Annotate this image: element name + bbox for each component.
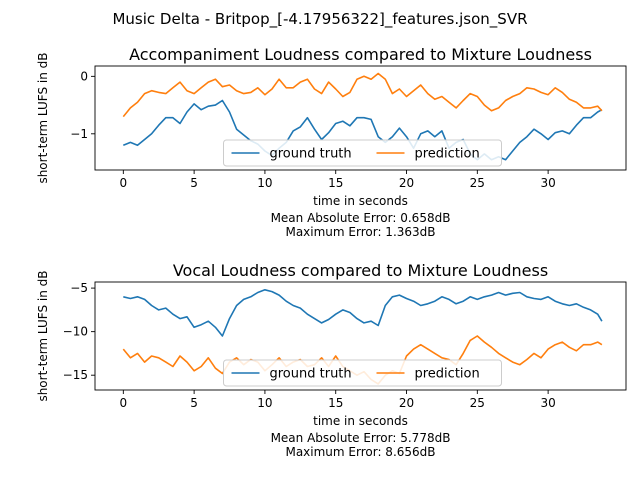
x-tick-label: 25 — [470, 396, 485, 410]
chart-title: Vocal Loudness compared to Mixture Loudn… — [173, 261, 548, 280]
x-tick-label: 5 — [190, 396, 198, 410]
y-tick-label: −15 — [63, 368, 88, 382]
y-tick-label: −5 — [70, 281, 88, 295]
legend-box — [223, 359, 502, 387]
x-tick-label: 25 — [470, 176, 485, 190]
series-line-prediction — [122, 72, 603, 118]
legend-label: prediction — [415, 367, 480, 382]
x-tick-label: 30 — [540, 396, 555, 410]
x-axis-label: time in seconds — [313, 194, 408, 208]
legend-label: ground truth — [270, 147, 352, 162]
x-tick-label: 15 — [328, 176, 343, 190]
x-tick-label: 15 — [328, 396, 343, 410]
legend-label: prediction — [415, 147, 480, 162]
error-metric: Maximum Error: 8.656dB — [285, 445, 435, 459]
accompaniment-panel: Accompaniment Loudness compared to Mixtu… — [36, 45, 627, 239]
legend-label: ground truth — [270, 367, 352, 382]
y-tick-label: −1 — [70, 127, 88, 141]
y-tick-label: 0 — [80, 69, 88, 83]
vocal-panel: Vocal Loudness compared to Mixture Loudn… — [36, 261, 627, 459]
x-tick-label: 20 — [399, 176, 414, 190]
y-axis-label: short-term LUFS in dB — [36, 270, 50, 401]
y-axis-label: short-term LUFS in dB — [36, 52, 50, 183]
x-tick-label: 0 — [119, 396, 127, 410]
error-metric: Mean Absolute Error: 0.658dB — [271, 211, 451, 225]
x-tick-label: 5 — [190, 176, 198, 190]
x-tick-label: 30 — [540, 176, 555, 190]
error-metric: Maximum Error: 1.363dB — [285, 225, 435, 239]
legend-box — [223, 139, 502, 167]
x-axis-label: time in seconds — [313, 414, 408, 428]
plot-frame — [94, 281, 627, 391]
figure-suptitle: Music Delta - Britpop_[-4.17956322]_feat… — [112, 10, 527, 29]
chart-title: Accompaniment Loudness compared to Mixtu… — [129, 45, 592, 64]
error-metric: Mean Absolute Error: 5.778dB — [271, 431, 451, 445]
x-tick-label: 20 — [399, 396, 414, 410]
x-tick-label: 10 — [257, 396, 272, 410]
series-line-ground-truth — [122, 99, 603, 161]
y-tick-label: −10 — [63, 325, 88, 339]
series-line-ground-truth — [123, 289, 603, 337]
x-tick-label: 10 — [257, 176, 272, 190]
plot-frame — [94, 65, 627, 171]
x-tick-label: 0 — [119, 176, 127, 190]
